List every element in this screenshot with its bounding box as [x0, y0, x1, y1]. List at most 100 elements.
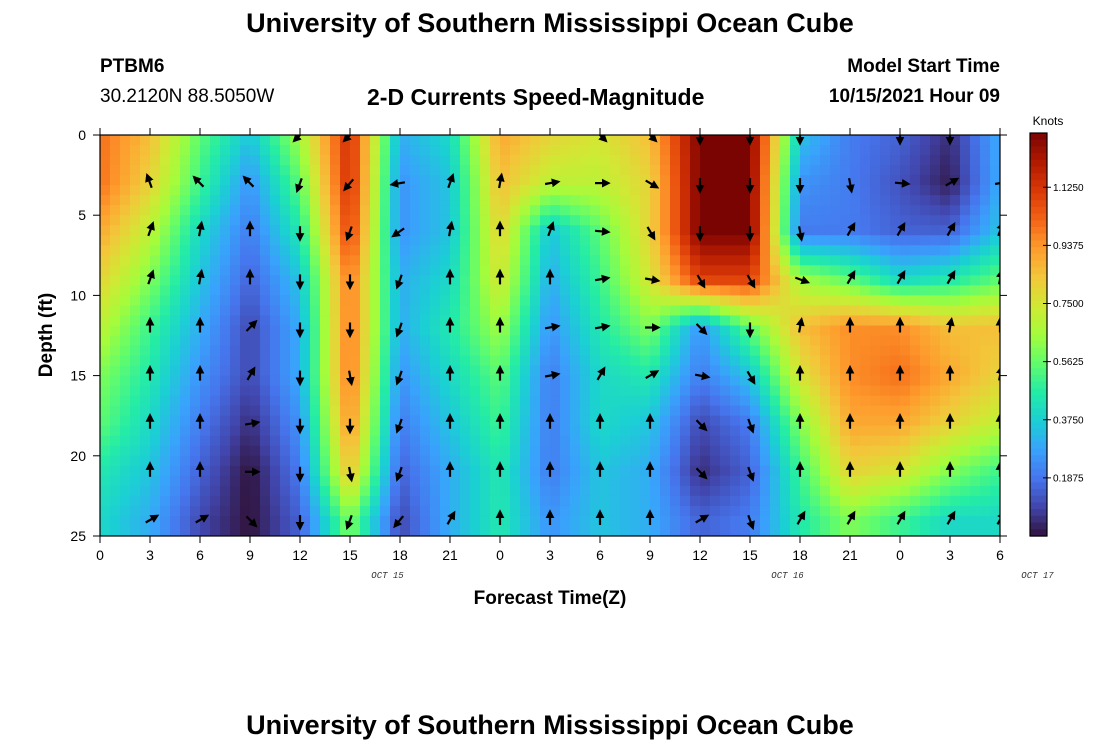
current-arrow [544, 178, 561, 188]
heat-cell [630, 495, 641, 507]
heat-cell [220, 175, 231, 186]
heat-cell [660, 525, 671, 536]
heat-cell [360, 165, 371, 176]
heat-cell [480, 515, 491, 527]
heat-cell [580, 445, 591, 457]
heat-cell [490, 525, 501, 536]
heat-cell [640, 205, 651, 216]
heat-cell [640, 175, 651, 186]
heat-cell [640, 495, 651, 507]
heat-cell [850, 445, 861, 457]
heat-cell [290, 305, 301, 317]
heat-cell [780, 365, 791, 377]
heat-cell [630, 345, 641, 357]
heat-cell [590, 485, 601, 497]
current-arrow [395, 418, 404, 434]
heat-cell [280, 245, 291, 256]
colorbar-tick-label: 0.7500 [1053, 299, 1084, 310]
heat-cell [420, 225, 431, 236]
heat-cell [930, 415, 941, 427]
heat-cell [310, 175, 321, 186]
heat-cell [170, 475, 181, 487]
heat-cell [520, 415, 531, 427]
heat-cell [190, 485, 201, 497]
heat-cell [850, 505, 861, 517]
heat-cell [160, 135, 171, 146]
heat-cell [430, 415, 441, 427]
heat-cell [530, 195, 541, 206]
heat-cell [270, 525, 281, 536]
heat-cell [880, 285, 891, 297]
heat-cell [950, 515, 961, 527]
heat-cell [510, 175, 521, 186]
heat-cell [820, 265, 831, 276]
heat-cell [700, 285, 711, 297]
heat-cell [410, 405, 421, 417]
heat-cell [280, 145, 291, 156]
heat-cell [810, 375, 821, 387]
heat-cell [440, 245, 451, 256]
heat-cell [270, 385, 281, 397]
heat-cell [880, 305, 891, 317]
heat-cell [420, 185, 431, 196]
heat-cell [310, 235, 321, 246]
colorbar-swatch [1030, 240, 1047, 248]
heat-cell [360, 515, 371, 527]
heat-cell [440, 365, 451, 377]
heat-cell [610, 415, 621, 427]
heat-cell [780, 405, 791, 417]
heat-cell [150, 445, 161, 457]
heat-cell [130, 445, 141, 457]
heat-cell [390, 525, 401, 536]
heat-cell [590, 175, 601, 186]
heat-cell [240, 155, 251, 166]
heat-cell [760, 185, 771, 196]
heat-cell [730, 325, 741, 337]
heat-cell [190, 475, 201, 487]
heat-cell [210, 425, 221, 437]
heat-cell [660, 145, 671, 156]
heat-cell [640, 245, 651, 256]
heat-cell [620, 425, 631, 437]
heat-cell [590, 335, 601, 347]
heat-cell [260, 385, 271, 397]
heat-cell [190, 375, 201, 387]
heat-cell [580, 405, 591, 417]
heat-cell [490, 135, 501, 146]
heat-cell [260, 135, 271, 146]
heat-cell [800, 415, 811, 427]
heat-cell [780, 435, 791, 447]
heat-cell [150, 385, 161, 397]
heat-cell [870, 155, 881, 166]
heat-cell [650, 495, 661, 507]
heat-cell [880, 355, 891, 367]
heat-cell [400, 235, 411, 246]
heat-cell [740, 255, 751, 266]
heat-cell [520, 345, 531, 357]
heat-cell [680, 455, 691, 467]
heat-cell [450, 145, 461, 156]
heat-cell [800, 425, 811, 437]
heat-cell [710, 245, 721, 256]
heat-cell [810, 185, 821, 196]
heat-cell [270, 445, 281, 457]
heat-cell [930, 455, 941, 467]
heat-cell [160, 445, 171, 457]
heat-cell [940, 345, 951, 357]
heat-cell [780, 265, 791, 276]
heat-cell [600, 465, 611, 477]
heat-cell [520, 405, 531, 417]
heat-cell [640, 415, 651, 427]
heat-cell [810, 295, 821, 307]
heat-cell [870, 465, 881, 477]
heat-cell [350, 505, 361, 517]
heat-cell [900, 505, 911, 517]
heat-cell [120, 385, 131, 397]
heat-cell [210, 205, 221, 216]
heat-cell [610, 285, 621, 297]
heat-cell [750, 505, 761, 517]
heat-cell [160, 455, 171, 467]
current-arrow [846, 178, 855, 194]
heat-cell [170, 215, 181, 226]
heat-cell [520, 155, 531, 166]
